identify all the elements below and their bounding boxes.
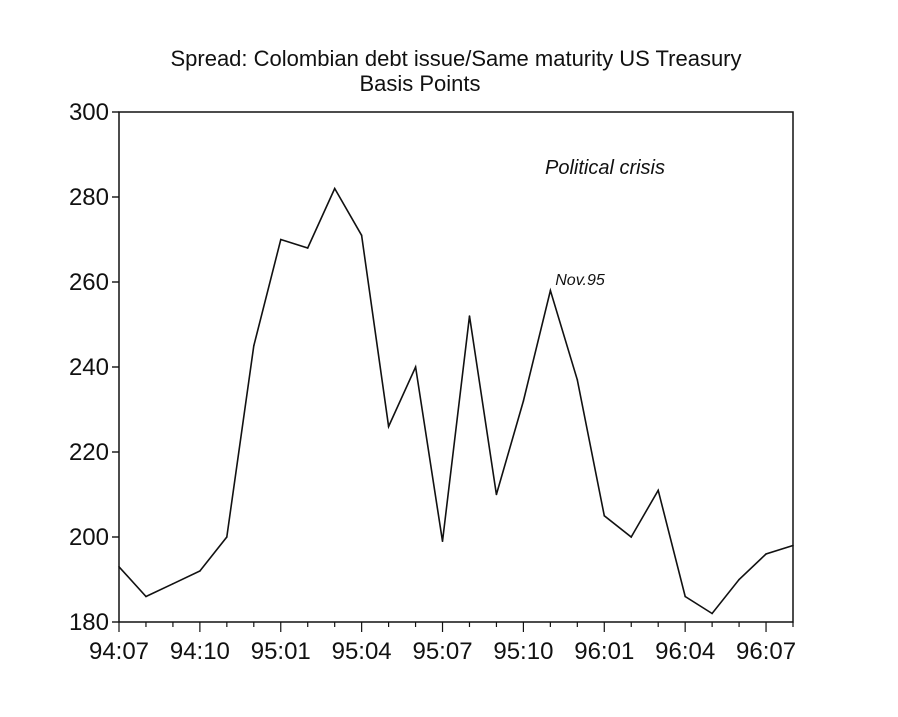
x-tick-label-95-04: 95:04 (332, 638, 392, 665)
y-tick-label-280: 280 (69, 184, 109, 211)
x-tick-label-96-07: 96:07 (736, 638, 796, 665)
data-point-96-05 (711, 612, 713, 615)
spread-series-line (118, 186, 794, 615)
data-point-95-07 (441, 540, 444, 543)
x-tick-label-95-10: 95:10 (493, 638, 553, 665)
data-point-95-03 (333, 187, 336, 190)
chart-subtitle: Basis Points (359, 71, 480, 96)
data-point-96-04 (684, 595, 686, 598)
data-point-95-05 (387, 425, 390, 428)
x-tick-label-96-01: 96:01 (574, 638, 634, 665)
data-point-95-11 (549, 289, 552, 292)
data-point-94-07 (118, 565, 120, 568)
data-point-94-08 (145, 595, 147, 598)
y-tick-label-200: 200 (69, 524, 109, 551)
data-point-96-03 (657, 489, 659, 492)
x-tick-label-94-07: 94:07 (89, 638, 149, 665)
data-point-96-08 (792, 544, 794, 547)
y-tick-label-240: 240 (69, 354, 109, 381)
data-point-95-09 (495, 493, 498, 496)
data-point-95-02 (306, 247, 309, 249)
political-crisis-annotation: Political crisis (545, 157, 665, 179)
y-tick-label-260: 260 (69, 269, 109, 296)
y-tick-label-300: 300 (69, 99, 109, 126)
data-point-94-12 (253, 344, 255, 347)
data-point-94-09 (172, 582, 174, 585)
data-point-95-12 (576, 378, 579, 381)
data-point-95-08 (468, 315, 471, 317)
data-point-96-06 (738, 578, 740, 581)
x-tick-label-95-07: 95:07 (412, 638, 472, 665)
series-layer (118, 186, 794, 615)
data-point-95-10 (522, 400, 525, 402)
y-axis: 180 200 220 240 260 280 300 (69, 99, 119, 636)
y-tick-label-220: 220 (69, 439, 109, 466)
nov-95-annotation: Nov.95 (555, 272, 605, 289)
data-point-94-10 (199, 570, 201, 572)
data-point-95-01 (279, 238, 282, 241)
data-point-96-02 (630, 536, 633, 538)
data-point-96-07 (765, 553, 767, 555)
data-point-95-04 (360, 234, 363, 237)
data-point-95-06 (414, 366, 417, 368)
data-point-96-01 (603, 514, 606, 517)
x-tick-label-95-01: 95:01 (251, 638, 311, 665)
x-tick-label-96-04: 96:04 (655, 638, 715, 665)
y-tick-label-180: 180 (69, 609, 109, 636)
x-tick-label-94-10: 94:10 (170, 638, 230, 665)
data-point-94-11 (226, 536, 228, 538)
x-axis: 94:07 94:10 95:01 95:04 95:07 95:10 96:01 96:04… (89, 622, 796, 665)
chart-title: Spread: Colombian debt issue/Same maturi… (170, 46, 741, 71)
